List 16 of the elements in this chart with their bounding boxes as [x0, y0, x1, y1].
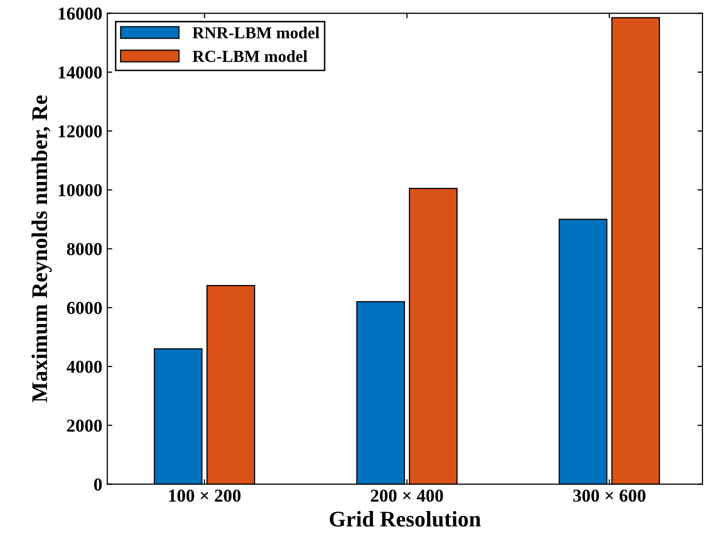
y-tick-label: 12000: [58, 125, 102, 138]
legend-label: RC-LBM model: [192, 50, 308, 62]
x-tick-label: 100 × 200: [169, 490, 241, 502]
y-tick-label: 6000: [66, 302, 102, 314]
x-axis-title: Grid Resolution: [330, 510, 481, 527]
y-tick-label: 4000: [66, 360, 102, 373]
y-tick-label: 0: [94, 478, 102, 491]
y-tick-label: 10000: [58, 184, 102, 196]
legend-label: RNR-LBM model: [192, 26, 320, 38]
y-tick-label: 14000: [58, 66, 102, 79]
y-tick-label: 8000: [66, 243, 102, 256]
y-tick-label: 16000: [58, 8, 102, 20]
y-axis-title: Maximum Reynolds number, Re: [32, 95, 52, 402]
x-tick-label: 200 × 400: [370, 490, 443, 502]
x-tick-label: 300 × 600: [573, 490, 646, 502]
y-tick-label: 2000: [67, 420, 102, 432]
